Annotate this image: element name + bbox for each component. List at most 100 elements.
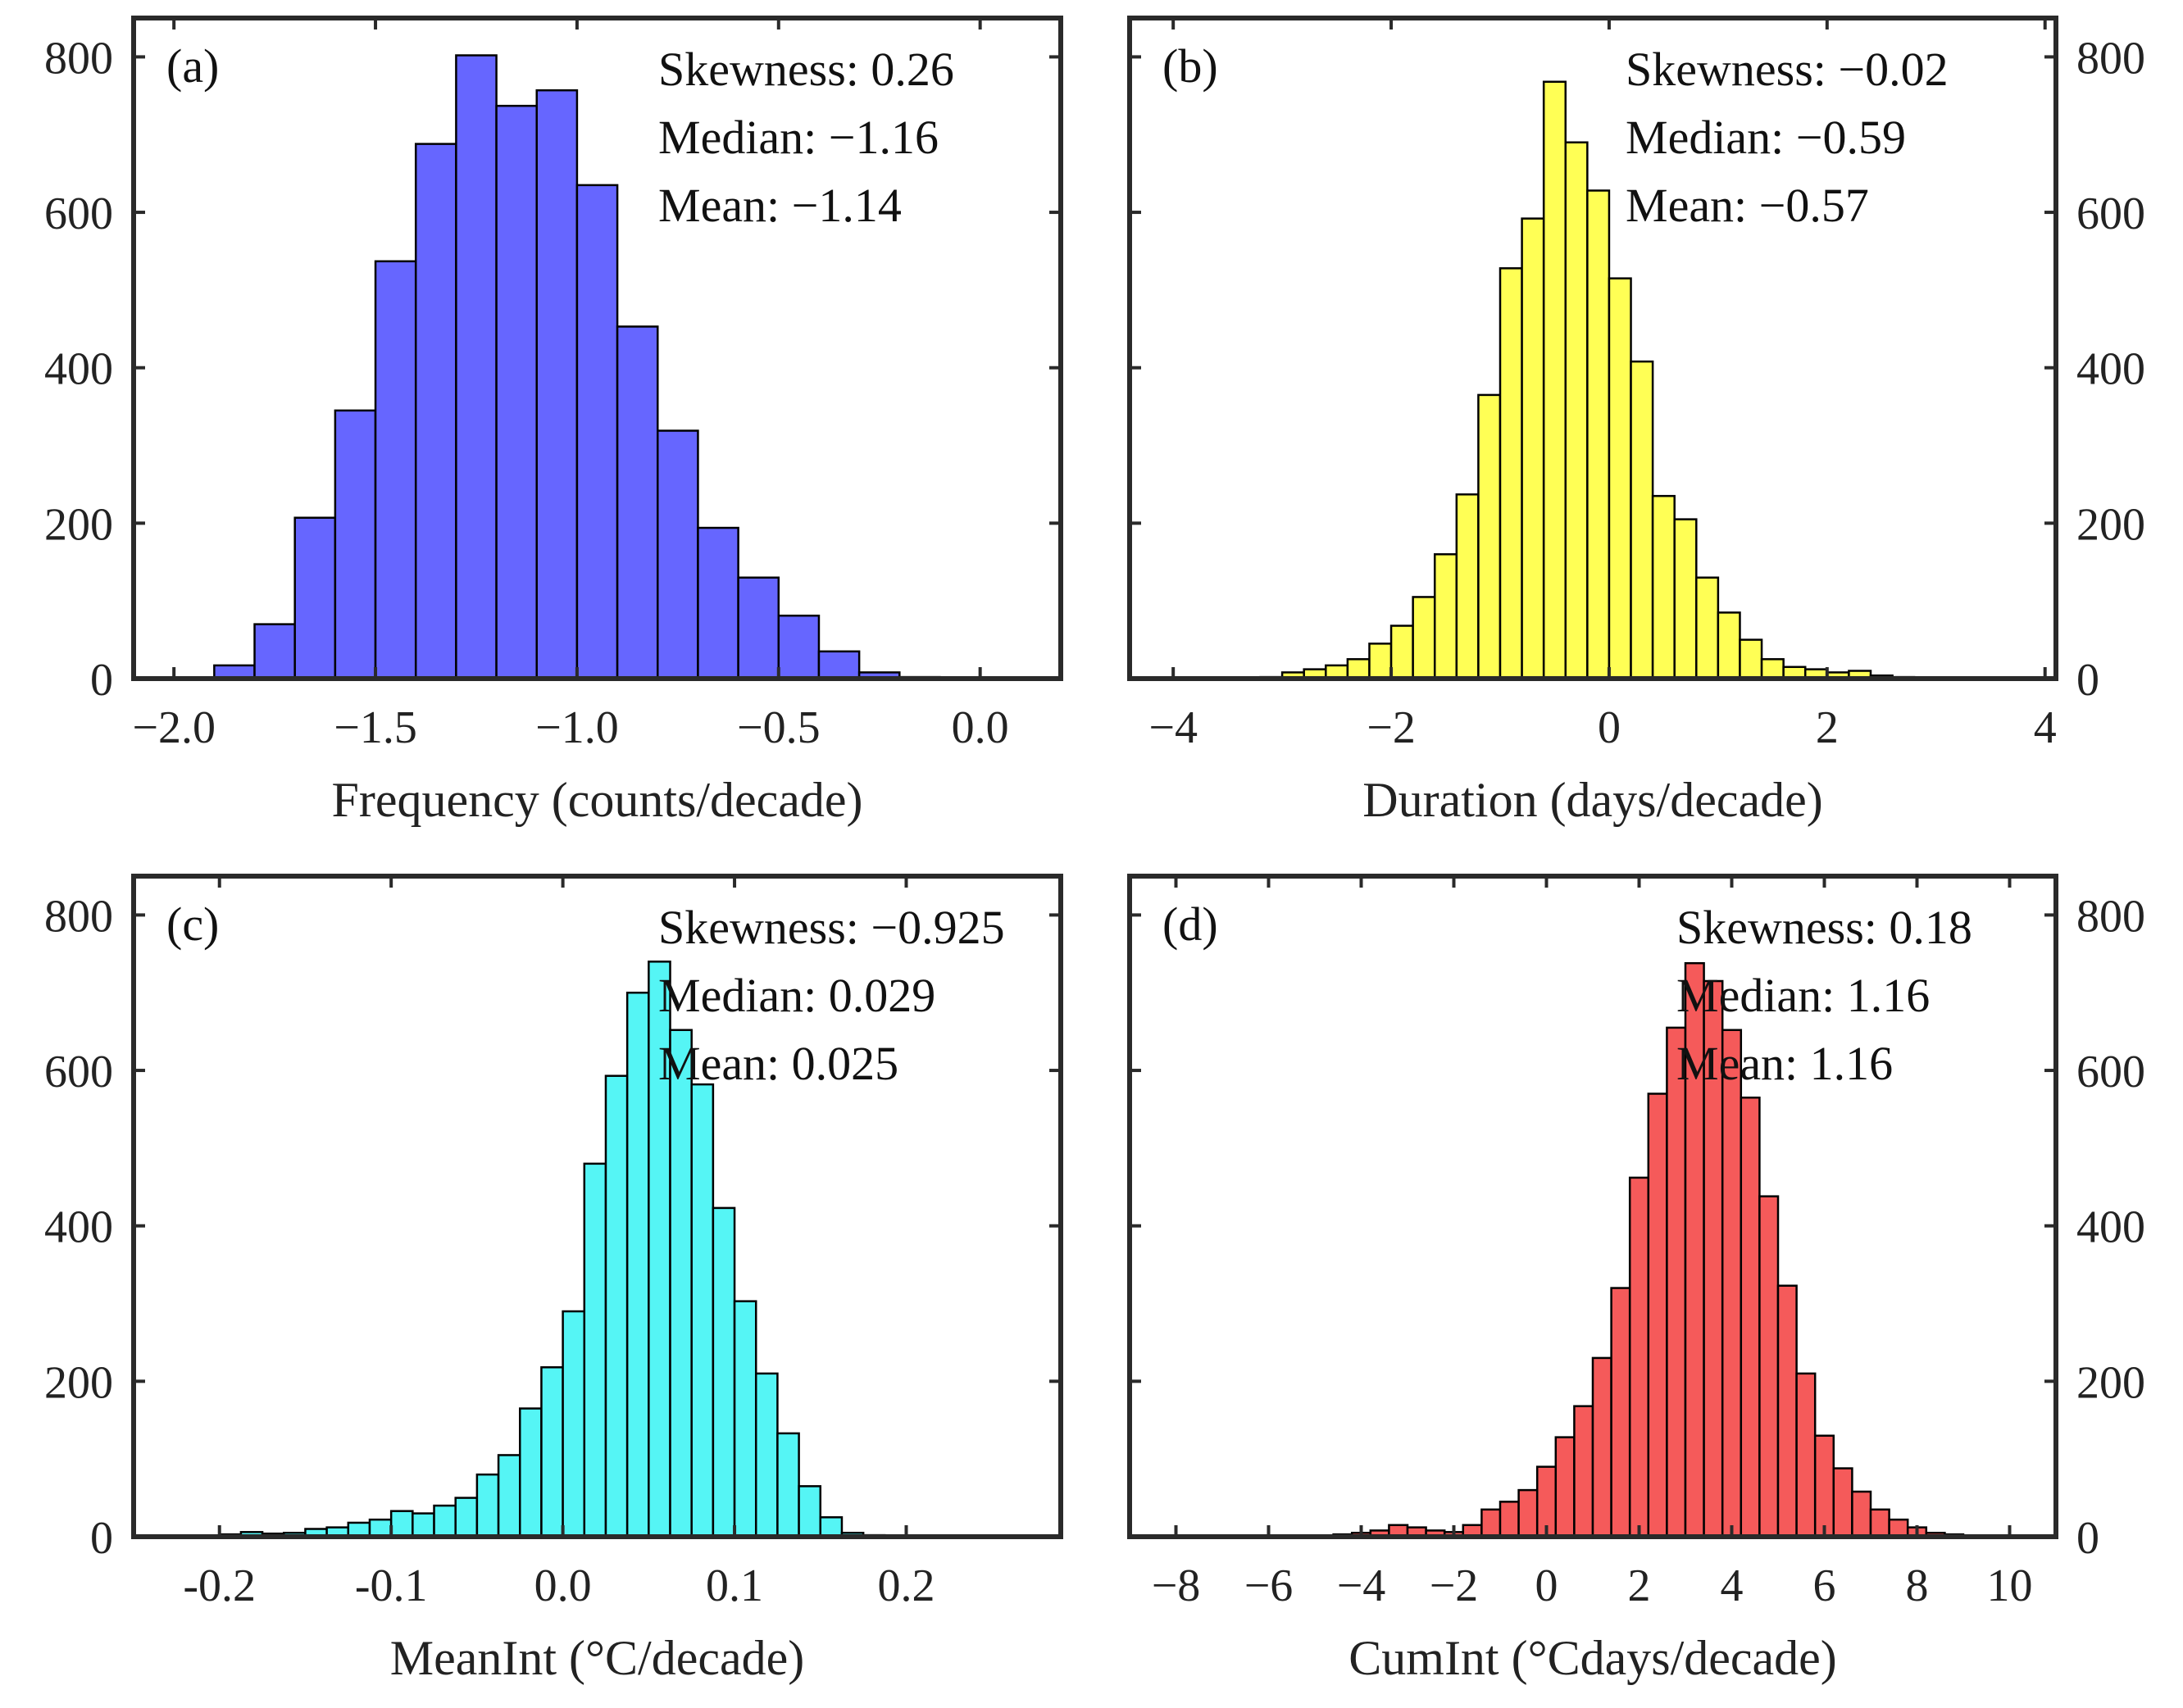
bar-d-24 <box>1776 1284 1798 1538</box>
xlabel-b: Duration (days/decade) <box>1362 773 1822 827</box>
ytick-label-b-3: 600 <box>2076 189 2145 239</box>
bar-b-8 <box>1433 553 1458 680</box>
ytick-label-d-1: 200 <box>2076 1357 2145 1408</box>
xtick-label-a-1: −1.5 <box>334 702 417 753</box>
bar-c-10 <box>433 1504 457 1538</box>
stat-d-0: Skewness: 0.18 <box>1676 901 1972 954</box>
bar-a-7 <box>495 104 538 680</box>
xlabel-c: MeanInt (°C/decade) <box>390 1631 804 1685</box>
axes-frame-c <box>131 874 1063 1539</box>
stat-d-1: Median: 1.16 <box>1676 969 1930 1022</box>
bar-b-19 <box>1673 518 1698 680</box>
bar-a-1 <box>253 623 296 680</box>
xtick-label-b-4: 4 <box>2034 702 2057 753</box>
bar-c-24 <box>733 1300 757 1538</box>
bar-c-25 <box>754 1372 779 1538</box>
xtick-label-d-3: −2 <box>1430 1560 1479 1611</box>
ytick-label-c-3: 600 <box>44 1047 113 1097</box>
bar-d-9 <box>1499 1501 1520 1538</box>
bar-c-12 <box>475 1473 500 1538</box>
ytick-label-c-0: 0 <box>90 1513 113 1564</box>
bar-c-14 <box>519 1407 543 1538</box>
bar-a-10 <box>616 325 659 680</box>
bar-d-8 <box>1480 1508 1502 1538</box>
bar-b-20 <box>1695 576 1720 680</box>
bar-b-18 <box>1651 494 1676 680</box>
ytick-label-b-2: 400 <box>2076 344 2145 395</box>
panel-c: -0.2 -0.1 0.0 0.1 0.2 0 200 400 600 800 MeanInt (°… <box>44 874 1063 1685</box>
xtick-label-d-7: 6 <box>1813 1560 1836 1611</box>
ytick-label-b-4: 800 <box>2076 33 2145 84</box>
bar-d-14 <box>1591 1356 1612 1538</box>
stat-b-2: Mean: −0.57 <box>1626 179 1869 232</box>
xtick-label-b-3: 2 <box>1816 702 1839 753</box>
bar-c-22 <box>690 1083 715 1538</box>
bar-a-14 <box>777 614 821 680</box>
xtick-label-d-6: 4 <box>1721 1560 1744 1611</box>
ytick-label-b-1: 200 <box>2076 499 2145 550</box>
bar-a-2 <box>293 516 337 680</box>
xtick-label-d-2: −4 <box>1337 1560 1386 1611</box>
bar-d-23 <box>1758 1195 1780 1538</box>
bar-d-21 <box>1721 1029 1743 1538</box>
bar-d-10 <box>1517 1488 1539 1538</box>
stat-c-0: Skewness: −0.925 <box>658 901 1005 954</box>
stat-b-1: Median: −0.59 <box>1626 111 1906 164</box>
bar-d-30 <box>1888 1518 1909 1538</box>
bar-b-13 <box>1542 80 1567 680</box>
bar-a-12 <box>697 526 739 680</box>
bar-a-6 <box>455 54 498 680</box>
bar-c-21 <box>669 1029 693 1538</box>
stat-b-0: Skewness: −0.02 <box>1626 43 1949 96</box>
bar-a-9 <box>575 184 619 680</box>
panel-tag-d: (d) <box>1162 897 1218 951</box>
xtick-label-a-3: −0.5 <box>737 702 821 753</box>
xtick-label-d-8: 8 <box>1906 1560 1929 1611</box>
bar-d-25 <box>1795 1372 1817 1538</box>
bar-c-23 <box>712 1206 736 1538</box>
bar-c-19 <box>625 991 650 1538</box>
bar-c-8 <box>389 1510 414 1538</box>
bar-b-23 <box>1760 658 1785 680</box>
bar-d-15 <box>1610 1287 1631 1538</box>
bars-c <box>218 961 886 1538</box>
xtick-label-c-4: 0.2 <box>878 1560 935 1611</box>
bar-b-4 <box>1346 658 1371 680</box>
bar-b-21 <box>1717 611 1741 680</box>
stat-a-1: Median: −1.16 <box>658 111 939 164</box>
bar-d-12 <box>1554 1436 1576 1538</box>
bar-d-28 <box>1851 1490 1872 1538</box>
ytick-label-c-1: 200 <box>44 1357 113 1408</box>
bar-b-10 <box>1477 393 1502 680</box>
xtick-label-d-9: 10 <box>1987 1560 2033 1611</box>
bar-c-18 <box>604 1074 629 1538</box>
bar-a-13 <box>737 576 780 680</box>
ytick-label-d-3: 600 <box>2076 1047 2145 1097</box>
bar-b-15 <box>1586 189 1611 680</box>
xtick-label-a-2: −1.0 <box>535 702 619 753</box>
ytick-label-a-0: 0 <box>90 655 113 706</box>
bar-c-13 <box>497 1454 521 1538</box>
bars-b <box>1259 80 1916 680</box>
ytick-label-c-4: 800 <box>44 891 113 942</box>
bar-d-29 <box>1869 1508 1890 1538</box>
ytick-label-d-0: 0 <box>2076 1513 2099 1564</box>
stat-a-0: Skewness: 0.26 <box>658 43 954 96</box>
panel-tag-a: (a) <box>166 39 219 93</box>
bar-c-26 <box>776 1432 800 1538</box>
xtick-label-c-2: 0.0 <box>534 1560 592 1611</box>
bar-c-11 <box>454 1497 479 1538</box>
bars-d <box>1332 961 1965 1538</box>
xtick-label-d-0: −8 <box>1152 1560 1201 1611</box>
xtick-label-d-5: 2 <box>1628 1560 1651 1611</box>
bar-d-27 <box>1832 1467 1853 1538</box>
xlabel-d: CumInt (°Cdays/decade) <box>1348 1631 1837 1685</box>
bar-b-5 <box>1368 643 1393 680</box>
axes-frame-a <box>131 16 1063 681</box>
bar-b-12 <box>1521 217 1545 680</box>
bar-b-7 <box>1412 596 1436 680</box>
axes-frame-b <box>1127 16 2058 681</box>
stat-c-2: Mean: 0.025 <box>658 1037 898 1090</box>
xtick-label-c-0: -0.2 <box>183 1560 256 1611</box>
